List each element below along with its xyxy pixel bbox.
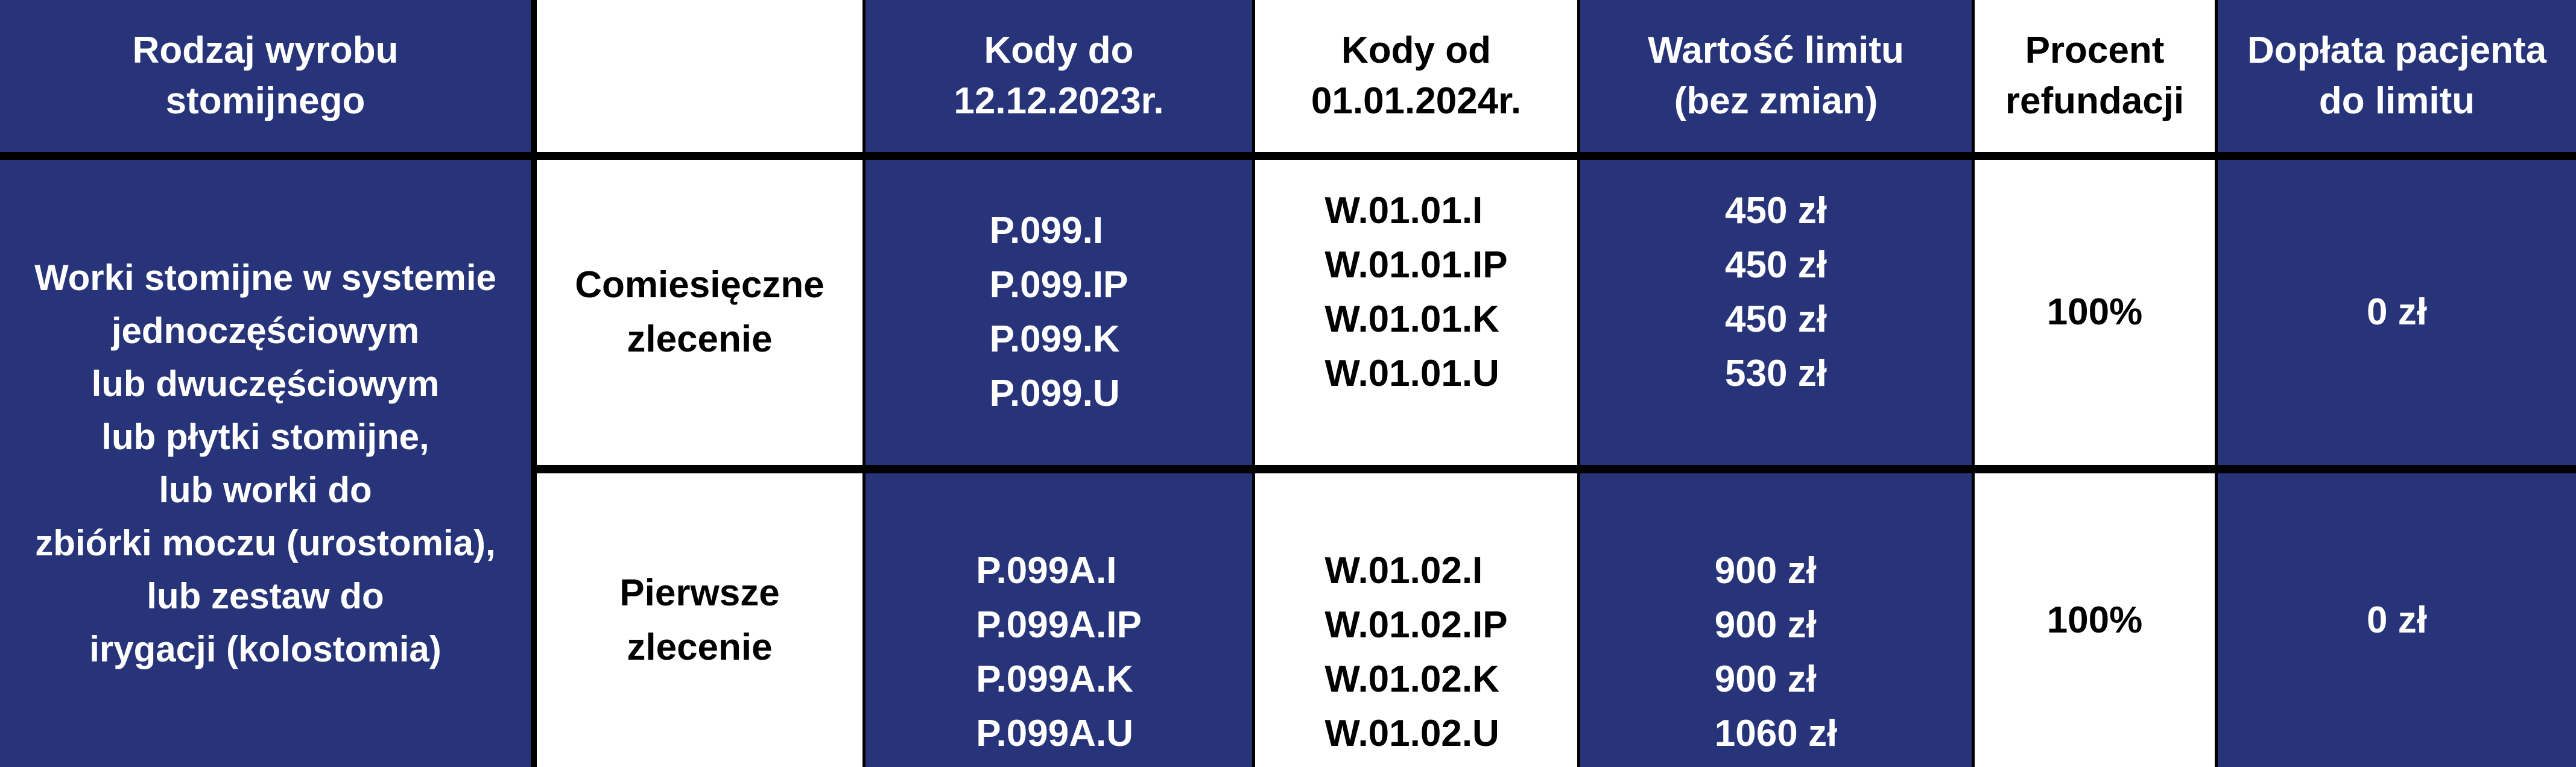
header-refund-percent: Procent refundacji <box>1975 0 2215 152</box>
table-row-1-codes-from: W.01.01.I W.01.01.IP W.01.01.K W.01.01.U <box>1255 160 1577 465</box>
limit-value: 450 zł <box>1725 298 1827 340</box>
table-row-2-codes-from: W.01.02.I W.01.02.IP W.01.02.K W.01.02.U <box>1255 473 1577 767</box>
header-codes-until: Kody do 12.12.2023r. <box>866 0 1252 152</box>
header-limit-value: Wartość limitu (bez zmian) <box>1580 0 1972 152</box>
code: W.01.01.IP <box>1324 244 1508 286</box>
table-row-1-order-type: Comiesięczne zlecenie <box>537 160 862 465</box>
header-codes-from: Kody od 01.01.2024r. <box>1255 0 1577 152</box>
description-line: lub płytki stomijne, <box>101 416 429 457</box>
order-type-text: Comiesięczne <box>575 264 824 306</box>
limit-value: 530 zł <box>1725 353 1827 394</box>
header-text: Rodzaj wyrobu <box>132 30 399 71</box>
table-row-1-codes-until: P.099.I P.099.IP P.099.K P.099.U <box>866 160 1252 465</box>
code: P.099A.K <box>976 658 1133 700</box>
header-text: Kody do <box>984 30 1134 71</box>
table-row-2-order-type: Pierwsze zlecenie <box>537 473 862 767</box>
description-line: jednoczęściowym <box>111 310 420 351</box>
limit-value: 900 zł <box>1714 550 1817 592</box>
code: P.099.IP <box>989 264 1128 306</box>
table-row-2-patient-copay: 0 zł <box>2218 473 2576 767</box>
header-text: 12.12.2023r. <box>954 80 1164 122</box>
table-row-1-refund-percent: 100% <box>1975 160 2215 465</box>
header-text: Procent <box>2025 30 2165 71</box>
code: W.01.02.I <box>1324 550 1483 592</box>
header-product-type: Rodzaj wyrobu stomijnego <box>0 0 531 152</box>
code: W.01.02.IP <box>1324 604 1508 646</box>
code: W.01.01.I <box>1324 190 1483 232</box>
table-row-2-codes-until: P.099A.I P.099A.IP P.099A.K P.099A.U <box>866 473 1252 767</box>
header-text: Wartość limitu <box>1648 30 1904 71</box>
description-line: lub zestaw do <box>147 575 384 616</box>
description-line: lub dwuczęściowym <box>91 363 440 404</box>
limit-value: 450 zł <box>1725 190 1827 232</box>
order-type-text: zlecenie <box>627 318 773 360</box>
header-order-type <box>537 0 862 152</box>
code: W.01.02.K <box>1324 658 1499 700</box>
order-type-text: Pierwsze <box>619 572 780 614</box>
code: W.01.01.K <box>1324 298 1499 340</box>
refund-percent-value: 100% <box>2046 599 2143 641</box>
description-line: zbiórki moczu (urostomia), <box>35 522 496 563</box>
patient-copay-value: 0 zł <box>2367 291 2427 333</box>
limit-value: 1060 zł <box>1714 713 1838 754</box>
description-line: irygacji (kolostomia) <box>89 628 441 669</box>
header-text: do limitu <box>2318 80 2475 122</box>
limit-value: 450 zł <box>1725 244 1827 286</box>
table-row-2-refund-percent: 100% <box>1975 473 2215 767</box>
header-text: 01.01.2024r. <box>1311 80 1522 122</box>
refund-percent-value: 100% <box>2046 291 2143 333</box>
header-text: (bez zmian) <box>1674 80 1878 122</box>
patient-copay-value: 0 zł <box>2367 599 2427 641</box>
table-row-2-limits: 900 zł 900 zł 900 zł 1060 zł <box>1580 473 1972 767</box>
order-type-text: zlecenie <box>627 626 773 668</box>
code: W.01.01.U <box>1324 353 1499 394</box>
limit-value: 900 zł <box>1714 658 1817 700</box>
code: P.099A.U <box>976 713 1133 754</box>
header-text: Kody od <box>1341 30 1491 71</box>
limit-value: 900 zł <box>1714 604 1817 646</box>
header-text: Dopłata pacjenta <box>2247 30 2547 71</box>
code: P.099A.I <box>976 550 1117 592</box>
description-line: lub worki do <box>159 469 372 510</box>
header-patient-copay: Dopłata pacjenta do limitu <box>2218 0 2576 152</box>
code: P.099.I <box>989 210 1104 251</box>
header-text: refundacji <box>2005 80 2185 122</box>
header-text: stomijnego <box>165 80 366 122</box>
code: P.099.U <box>989 373 1120 414</box>
description-line: Worki stomijne w systemie <box>34 257 496 298</box>
code: P.099.K <box>989 318 1120 360</box>
product-description: Worki stomijne w systemie jednoczęściowy… <box>0 160 531 767</box>
code: P.099A.IP <box>976 604 1142 646</box>
table-row-1-limits: 450 zł 450 zł 450 zł 530 zł <box>1580 160 1972 465</box>
code: W.01.02.U <box>1324 713 1499 754</box>
table-row-1-patient-copay: 0 zł <box>2218 160 2576 465</box>
